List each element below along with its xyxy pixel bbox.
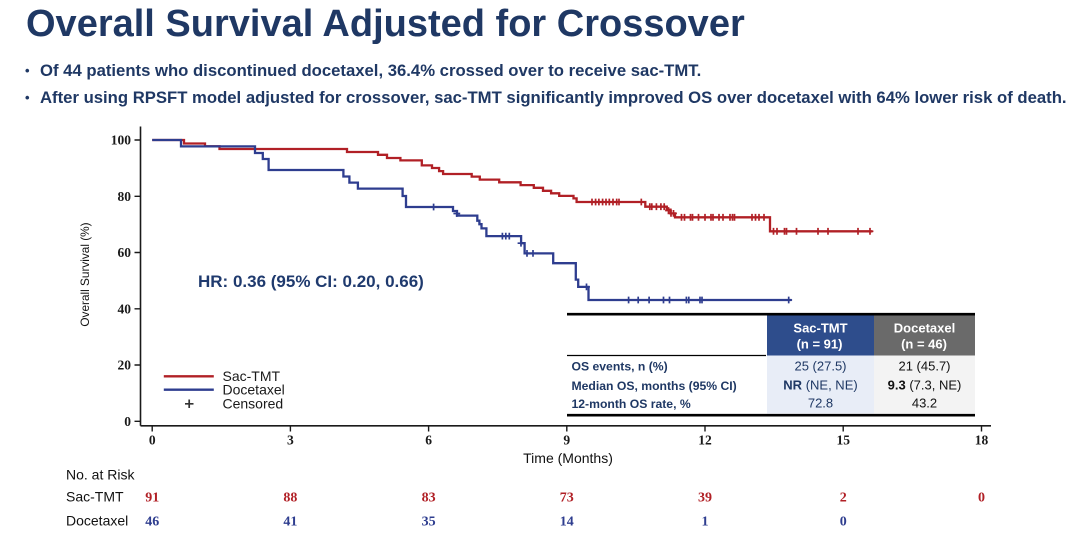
svg-text:2: 2 [840,491,847,506]
svg-text:25 (27.5): 25 (27.5) [794,358,846,373]
svg-text:41: 41 [283,515,297,530]
svg-text:Overall Survival (%): Overall Survival (%) [78,222,92,326]
svg-text:91: 91 [145,491,159,506]
svg-text:21 (45.7): 21 (45.7) [898,358,950,373]
svg-text:HR: 0.36 (95% CI: 0.20, 0.66): HR: 0.36 (95% CI: 0.20, 0.66) [198,272,424,291]
svg-text:12: 12 [698,433,712,448]
svg-text:46: 46 [145,515,159,530]
svg-text:40: 40 [118,301,132,316]
svg-text:Sac-TMT: Sac-TMT [66,489,124,505]
svg-text:3: 3 [287,433,294,448]
svg-text:Sac-TMT: Sac-TMT [223,368,281,384]
svg-text:Docetaxel: Docetaxel [894,321,955,336]
svg-text:12-month OS rate, %: 12-month OS rate, % [572,397,691,411]
svg-text:72.8: 72.8 [808,396,833,411]
svg-text:9: 9 [563,433,570,448]
svg-text:15: 15 [836,433,850,448]
svg-text:14: 14 [560,515,574,530]
svg-text:39: 39 [698,491,712,506]
svg-text:43.2: 43.2 [912,396,937,411]
svg-text:Time (Months): Time (Months) [523,450,613,466]
svg-text:Docetaxel: Docetaxel [223,382,285,398]
svg-text:18: 18 [975,433,989,448]
svg-text:100: 100 [111,133,132,148]
svg-text:No. at Risk: No. at Risk [66,467,135,483]
svg-text:0: 0 [124,414,131,429]
svg-text:NR (NE, NE): NR (NE, NE) [783,377,857,392]
svg-text:80: 80 [118,189,132,204]
svg-text:(n = 91): (n = 91) [797,337,843,352]
svg-text:20: 20 [118,358,132,373]
svg-text:73: 73 [560,491,574,506]
svg-text:(n = 46): (n = 46) [901,337,947,352]
svg-text:1: 1 [702,515,709,530]
svg-text:35: 35 [422,515,436,530]
svg-text:0: 0 [978,491,985,506]
svg-text:0: 0 [149,433,156,448]
svg-text:Docetaxel: Docetaxel [66,513,128,529]
svg-text:0: 0 [840,515,847,530]
svg-text:83: 83 [422,491,436,506]
svg-text:Median OS, months (95% CI): Median OS, months (95% CI) [572,379,737,393]
svg-text:60: 60 [118,245,132,260]
svg-text:9.3 (7.3, NE): 9.3 (7.3, NE) [888,377,962,392]
svg-text:6: 6 [425,433,432,448]
svg-text:Sac-TMT: Sac-TMT [793,321,847,336]
svg-text:88: 88 [283,491,297,506]
svg-text:Censored: Censored [223,396,284,412]
svg-text:OS events, n (%): OS events, n (%) [572,359,668,373]
